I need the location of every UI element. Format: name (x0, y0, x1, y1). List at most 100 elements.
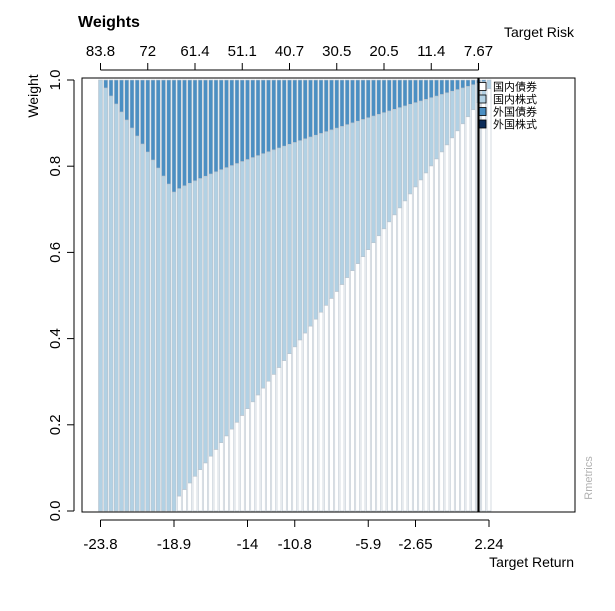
bar-segment-1 (418, 179, 424, 512)
bar-segment-1 (486, 88, 492, 512)
bar-segment-2 (208, 173, 214, 457)
bar-segment-2 (203, 175, 208, 464)
bar-segment-3 (192, 79, 198, 182)
bar-stack (460, 79, 466, 512)
x-axis-label: Target Return (489, 554, 574, 570)
bar-segment-1 (208, 455, 214, 512)
bar-stack (176, 79, 182, 512)
bar-segment-2 (470, 84, 476, 111)
bar-stack (103, 79, 109, 512)
bar-stack (386, 79, 392, 512)
bar-segment-3 (250, 79, 256, 158)
legend-label: 国内株式 (493, 92, 537, 106)
bar-segment-3 (355, 79, 361, 122)
bar-segment-3 (255, 79, 261, 156)
bar-segment-1 (481, 95, 487, 512)
bar-segment-1 (182, 489, 187, 512)
bar-segment-2 (297, 140, 303, 341)
legend-label: 外国債券 (493, 105, 537, 119)
bar-segment-2 (155, 167, 161, 512)
bar-segment-1 (287, 353, 292, 512)
bar-stack (161, 79, 166, 512)
bar-stack (224, 79, 229, 512)
bar-segment-2 (266, 151, 271, 382)
bar-segment-2 (350, 122, 355, 271)
bar-segment-1 (444, 144, 450, 512)
bar-segment-3 (455, 79, 460, 90)
bar-segment-2 (140, 143, 145, 512)
bar-segment-1 (329, 298, 334, 512)
bar-segment-1 (334, 291, 340, 512)
bar-stack (397, 79, 403, 512)
bar-segment-3 (318, 79, 324, 134)
bar-segment-2 (119, 111, 124, 512)
bar-segment-3 (224, 79, 229, 168)
bar-stack (344, 79, 350, 512)
bar-segment-3 (229, 79, 235, 166)
bar-segment-3 (145, 79, 151, 153)
bar-segment-3 (166, 79, 172, 185)
bar-stack (355, 79, 361, 512)
bar-segment-2 (271, 149, 277, 375)
bar-stack (418, 79, 424, 512)
bar-segment-1 (465, 116, 471, 512)
bar-segment-1 (360, 256, 366, 512)
bar-segment-2 (161, 175, 166, 512)
bar-segment-1 (187, 482, 193, 512)
bar-segment-3 (434, 79, 439, 97)
bar-segment-2 (428, 97, 434, 167)
bar-stack (318, 79, 324, 512)
bar-segment-3 (481, 79, 487, 82)
bar-segment-1 (397, 207, 403, 512)
bar-segment-1 (276, 367, 282, 512)
bar-segment-3 (344, 79, 350, 125)
bar-segment-2 (355, 120, 361, 264)
bar-segment-2 (166, 183, 172, 512)
bar-segment-3 (339, 79, 345, 127)
bar-segment-2 (197, 178, 203, 470)
bar-stack (203, 79, 208, 512)
bar-segment-3 (234, 79, 240, 164)
bar-segment-2 (339, 126, 345, 285)
bar-segment-3 (281, 79, 287, 147)
bar-segment-1 (434, 158, 439, 512)
bar-segment-1 (297, 339, 303, 512)
bar-segment-3 (392, 79, 397, 110)
bar-segment-2 (292, 142, 298, 348)
bar-segment-1 (192, 475, 198, 512)
bar-segment-2 (455, 89, 460, 132)
bar-segment-1 (344, 277, 350, 512)
bar-stack (166, 79, 172, 512)
bar-segment-1 (355, 263, 361, 512)
bar-segment-1 (470, 109, 476, 512)
bar-segment-3 (444, 79, 450, 94)
bar-segment-2 (150, 159, 156, 512)
bar-segment-3 (381, 79, 387, 113)
bar-stack (360, 79, 366, 512)
bar-stack (276, 79, 282, 512)
bar-stack (329, 79, 334, 512)
bar-segment-3 (182, 79, 187, 187)
bar-segment-2 (392, 109, 397, 216)
bar-stack (271, 79, 277, 512)
bar-stack (140, 79, 145, 512)
bar-stack (119, 79, 124, 512)
bar-segment-1 (224, 435, 229, 512)
bar-stack (308, 79, 313, 512)
bar-segment-1 (402, 200, 408, 512)
bar-segment-3 (470, 79, 476, 86)
bar-segment-2 (360, 119, 366, 257)
top-tick-label: 7.67 (464, 43, 493, 60)
bar-stack (486, 79, 492, 512)
bar-stack (124, 79, 130, 512)
y-tick-label: 0.6 (47, 242, 64, 263)
bar-stack (108, 79, 114, 512)
top-tick-label: 40.7 (275, 43, 304, 60)
bar-segment-1 (386, 221, 392, 512)
bar-segment-2 (386, 110, 392, 223)
bar-stack (376, 79, 382, 512)
bar-stack (287, 79, 292, 512)
bar-stack (134, 79, 140, 512)
x-tick-label: -2.65 (398, 536, 432, 553)
bar-segment-3 (260, 79, 266, 154)
